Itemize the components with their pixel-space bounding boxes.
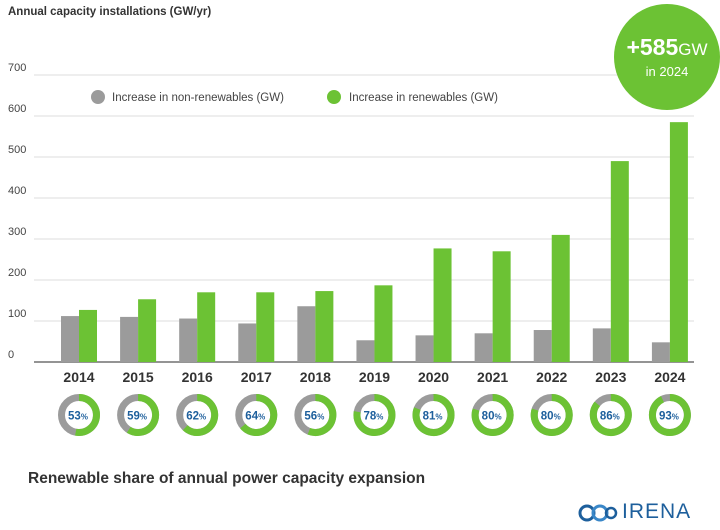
x-tick-2017: 2017 xyxy=(241,369,272,385)
share-ring-2019 xyxy=(353,394,396,436)
badge-subtitle: in 2024 xyxy=(645,64,689,79)
share-ring-2018 xyxy=(307,394,337,436)
share-label-2024: 93% xyxy=(659,411,679,423)
irena-globe-icon xyxy=(578,504,618,522)
share-unit-2018: % xyxy=(317,413,324,422)
badge-number: +585 xyxy=(626,34,679,60)
share-label-2014: 53% xyxy=(68,411,88,423)
y-tick-700: 700 xyxy=(8,62,26,74)
share-unit-2014: % xyxy=(81,413,88,422)
renewable-share-title: Renewable share of annual power capacity… xyxy=(28,470,426,487)
bar-renewable-2024 xyxy=(669,122,688,363)
legend-marker-0 xyxy=(91,90,105,104)
share-label-2016: 62% xyxy=(186,411,206,423)
share-label-2020: 81% xyxy=(423,411,443,423)
bar-nonrenewable-2024 xyxy=(651,342,670,362)
share-unit-2021: % xyxy=(494,413,501,422)
y-tick-0: 0 xyxy=(8,349,14,361)
y-tick-500: 500 xyxy=(8,144,26,156)
bar-renewable-2015 xyxy=(138,299,157,362)
share-ring-2020 xyxy=(412,394,455,436)
share-ring-2014 xyxy=(75,394,100,436)
share-label-2021: 80% xyxy=(482,411,502,423)
share-unit-2023: % xyxy=(613,413,620,422)
share-unit-2022: % xyxy=(554,413,561,422)
bar-nonrenewable-2016 xyxy=(179,318,198,362)
x-tick-2021: 2021 xyxy=(477,369,508,385)
bar-nonrenewable-2019 xyxy=(356,340,375,362)
y-tick-300: 300 xyxy=(8,226,26,238)
x-tick-2020: 2020 xyxy=(418,369,449,385)
badge-value: +585GW xyxy=(614,34,720,63)
share-ring-2017 xyxy=(240,394,278,436)
share-ring-2023 xyxy=(589,394,632,436)
bar-renewable-2018 xyxy=(315,291,334,362)
share-ring-2022 xyxy=(530,394,573,436)
share-label-2017: 64% xyxy=(245,411,265,423)
x-tick-2016: 2016 xyxy=(182,369,213,385)
bar-renewable-2020 xyxy=(433,248,452,362)
x-tick-2022: 2022 xyxy=(536,369,567,385)
x-tick-2015: 2015 xyxy=(123,369,154,385)
y-tick-200: 200 xyxy=(8,267,26,279)
share-ring-2016 xyxy=(182,394,219,436)
share-unit-2016: % xyxy=(199,413,206,422)
share-ring-2024 xyxy=(648,394,691,436)
x-tick-2018: 2018 xyxy=(300,369,331,385)
share-unit-2024: % xyxy=(672,413,679,422)
bar-renewable-2022 xyxy=(551,234,570,362)
share-unit-2015: % xyxy=(140,413,147,422)
bar-renewable-2016 xyxy=(197,292,216,362)
share-unit-2017: % xyxy=(258,413,265,422)
y-axis-label: Annual capacity installations (GW/yr) xyxy=(8,6,212,18)
legend-label-1: Increase in renewables (GW) xyxy=(349,92,498,104)
bar-nonrenewable-2020 xyxy=(415,335,434,362)
share-ring-2021 xyxy=(471,394,514,436)
bar-nonrenewable-2014 xyxy=(61,316,79,362)
share-label-2023: 86% xyxy=(600,411,620,423)
share-label-2022: 80% xyxy=(541,411,561,423)
share-label-2015: 59% xyxy=(127,411,147,423)
share-unit-2020: % xyxy=(435,413,442,422)
x-tick-2019: 2019 xyxy=(359,369,390,385)
bar-nonrenewable-2017 xyxy=(238,323,257,362)
legend-label-0: Increase in non-renewables (GW) xyxy=(112,92,284,104)
bar-renewable-2023 xyxy=(610,161,629,362)
bar-nonrenewable-2018 xyxy=(297,306,316,362)
bar-chart: 0 100 200 300 400 500 600 700 Increase in non-re… xyxy=(8,62,694,436)
bar-nonrenewable-2021 xyxy=(474,333,493,362)
bar-renewable-2021 xyxy=(492,251,511,362)
x-tick-2024: 2024 xyxy=(654,369,685,385)
share-label-2019: 78% xyxy=(363,411,383,423)
badge-unit: GW xyxy=(678,40,708,59)
bar-nonrenewable-2015 xyxy=(120,316,139,362)
total-2024-badge: +585GW in 2024 xyxy=(614,4,720,110)
logo-text: IRENA xyxy=(622,500,692,523)
bar-renewable-2019 xyxy=(374,285,393,362)
y-tick-400: 400 xyxy=(8,185,26,197)
share-unit-2019: % xyxy=(376,413,383,422)
y-tick-100: 100 xyxy=(8,308,26,320)
share-label-2018: 56% xyxy=(304,411,324,423)
y-tick-600: 600 xyxy=(8,103,26,115)
x-tick-2023: 2023 xyxy=(595,369,626,385)
bar-renewable-2014 xyxy=(79,309,97,362)
share-ring-2015 xyxy=(126,394,160,436)
bar-nonrenewable-2023 xyxy=(592,328,611,362)
bar-renewable-2017 xyxy=(256,292,275,362)
x-tick-2014: 2014 xyxy=(63,369,94,385)
bar-nonrenewable-2022 xyxy=(533,330,552,362)
legend-marker-1 xyxy=(327,90,341,104)
